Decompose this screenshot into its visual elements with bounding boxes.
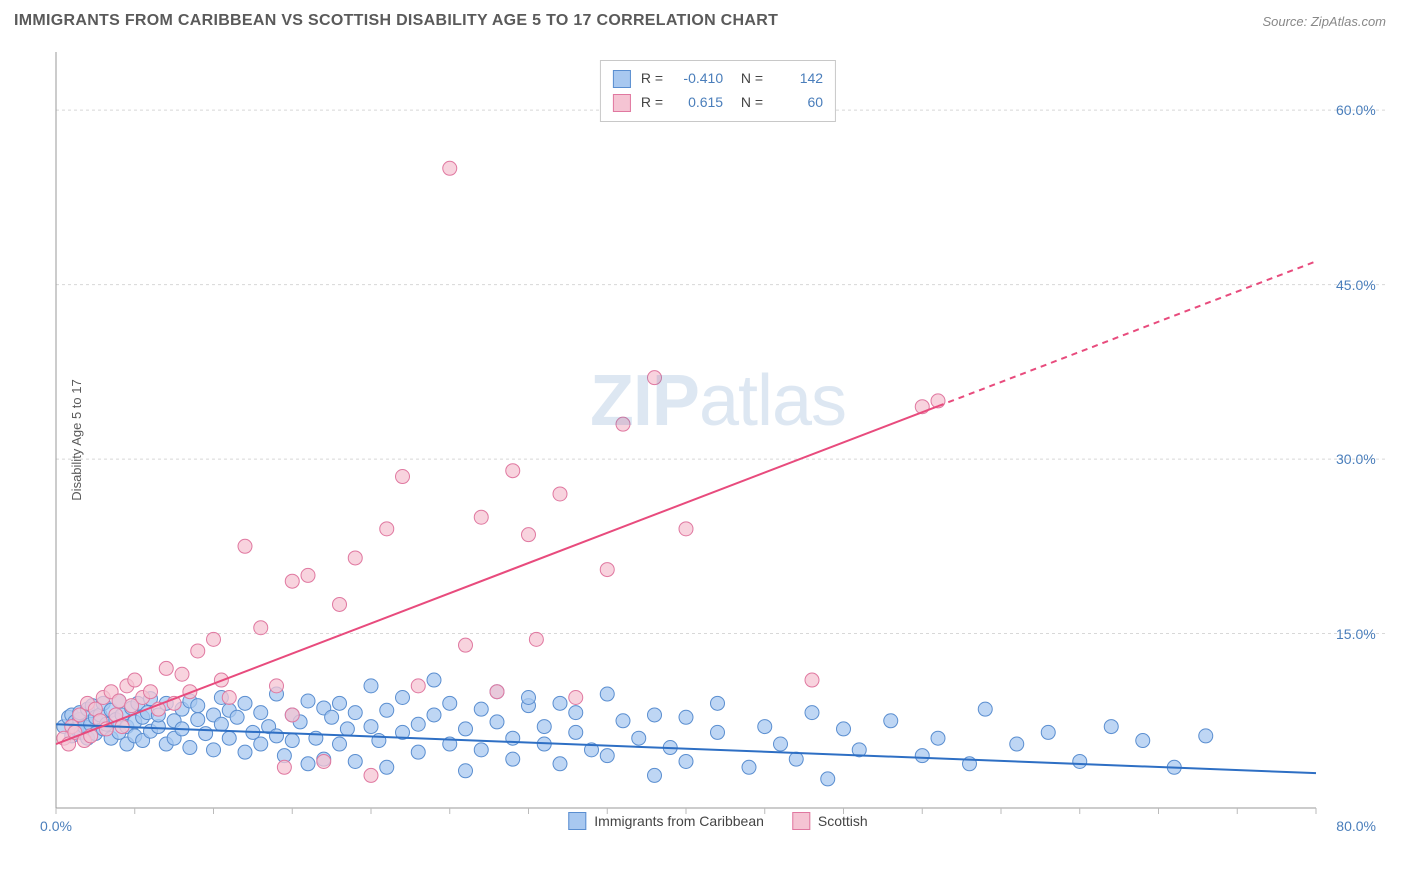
legend-r-value: -0.410 — [673, 67, 723, 91]
legend-stat-row: R = -0.410 N = 142 — [613, 67, 823, 91]
legend-r-label: R = — [641, 67, 663, 91]
legend-series-label: Scottish — [818, 813, 868, 829]
legend-swatch — [613, 94, 631, 112]
legend-n-value: 60 — [773, 91, 823, 115]
legend-series-item: Scottish — [792, 812, 868, 830]
legend-stat-row: R = 0.615 N = 60 — [613, 91, 823, 115]
legend-series-label: Immigrants from Caribbean — [594, 813, 764, 829]
legend-r-value: 0.615 — [673, 91, 723, 115]
legend-swatch — [568, 812, 586, 830]
legend-stats: R = -0.410 N = 142 R = 0.615 N = 60 — [600, 60, 836, 122]
chart-header: IMMIGRANTS FROM CARIBBEAN VS SCOTTISH DI… — [0, 0, 1406, 38]
chart-source: Source: ZipAtlas.com — [1262, 14, 1386, 29]
chart-title: IMMIGRANTS FROM CARIBBEAN VS SCOTTISH DI… — [14, 12, 778, 30]
x-tick-label: 0.0% — [40, 818, 72, 834]
y-tick-label: 15.0% — [1336, 626, 1376, 642]
y-tick-label: 30.0% — [1336, 451, 1376, 467]
y-tick-label: 45.0% — [1336, 277, 1376, 293]
chart-area: Disability Age 5 to 17 ZIPatlas R =-0.41… — [48, 52, 1388, 828]
legend-r-label: R = — [641, 91, 663, 115]
legend-n-value: 142 — [773, 67, 823, 91]
legend-series-item: Immigrants from Caribbean — [568, 812, 764, 830]
x-tick-label: 80.0% — [1336, 818, 1376, 834]
scatter-plot — [48, 52, 1388, 828]
legend-swatch — [613, 70, 631, 88]
legend-n-label: N = — [733, 67, 763, 91]
y-tick-label: 60.0% — [1336, 102, 1376, 118]
legend-swatch — [792, 812, 810, 830]
legend-n-label: N = — [733, 91, 763, 115]
legend-series: Immigrants from Caribbean Scottish — [568, 812, 867, 830]
